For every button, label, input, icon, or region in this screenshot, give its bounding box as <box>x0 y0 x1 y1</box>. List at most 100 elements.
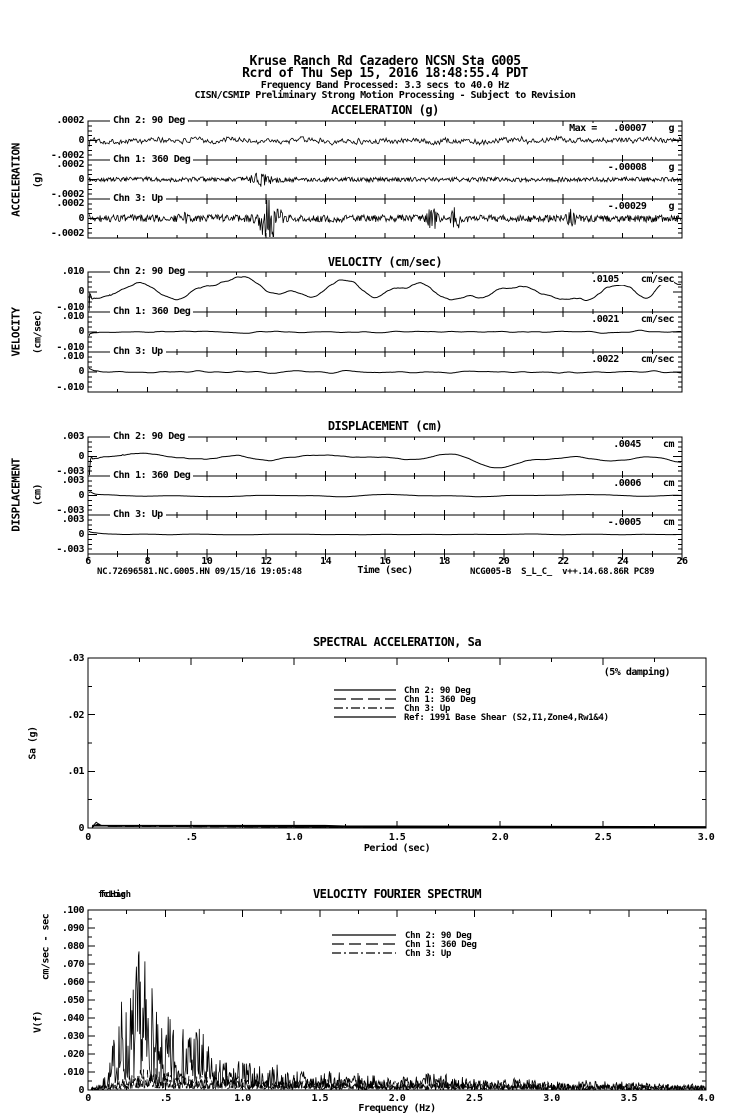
vel-strip1-peak-annotation: .0105 cm/sec <box>591 274 674 285</box>
vel-strip1-ytick-top: .010 <box>61 266 85 277</box>
acc-strip2-trace <box>89 172 681 187</box>
processing-note: CISN/CSMIP Preliminary Strong Motion Pro… <box>194 90 576 101</box>
acc-strip3-channel-label: Chn 3: Up <box>110 193 166 204</box>
acc-strip1-ytick-bottom: -.0002 <box>50 150 85 161</box>
fourier-ytick-label: .090 <box>61 923 85 934</box>
vel-strip1-channel-label: Chn 2: 90 Deg <box>110 266 188 277</box>
disp-strip1-peak-annotation: .0045 cm <box>613 439 674 450</box>
fourier-spectrum-chn-1-360-deg <box>90 1068 707 1091</box>
record-datetime: Rcrd of Thu Sep 15, 2016 18:48:55.4 PDT <box>242 66 528 81</box>
fourier-legend-line-chn3-icon <box>332 952 396 954</box>
velocity-panel-title: VELOCITY (cm/sec) <box>327 255 443 269</box>
vel-strip1-trace <box>89 276 681 311</box>
acc-strip1-channel-label: Chn 2: 90 Deg <box>110 115 188 126</box>
fourier-ytick-label: .050 <box>61 995 85 1006</box>
disp-strip1-ytick-zero: 0 <box>78 451 84 462</box>
acc-strip3-ytick-zero: 0 <box>78 213 84 224</box>
acc-strip3-ytick-top: .0002 <box>56 198 84 209</box>
sa-legend-line-chn2-icon <box>334 689 396 691</box>
time-axis-label: Time (sec) <box>357 565 413 576</box>
sa-xtick-label: 1.5 <box>388 832 406 843</box>
disp-strip1-trace <box>89 452 681 475</box>
fourier-chart-axes <box>87 909 707 1091</box>
time-tick-label: 24 <box>617 556 629 567</box>
acc-strip3-trace <box>89 200 681 237</box>
fourier-x-axis-label: Frequency (Hz) <box>358 1103 436 1114</box>
fourier-xtick-label: 3.5 <box>620 1093 638 1104</box>
disp-strip3-peak-annotation: -.0005 cm <box>607 517 675 528</box>
disp-strip2-channel-label: Chn 1: 360 Deg <box>110 470 194 481</box>
vel-strip2-ytick-bottom: -.010 <box>56 342 84 353</box>
sa-legend-chn1: Chn 1: 360 Deg <box>404 695 476 705</box>
disp-strip2-trace <box>89 491 681 498</box>
time-tick-label: 16 <box>379 556 391 567</box>
time-tick-label: 20 <box>498 556 510 567</box>
disp-strip3-trace <box>89 530 681 536</box>
fourier-legend-chn1: Chn 1: 360 Deg <box>405 940 477 950</box>
sa-legend-chn3: Chn 3: Up <box>404 704 451 714</box>
fourier-ytick-label: .070 <box>61 959 85 970</box>
disp-strip1-ytick-top: .003 <box>61 431 85 442</box>
time-tick-label: 14 <box>320 556 332 567</box>
time-tick-label: 18 <box>438 556 451 567</box>
sa-legend-line-chn3-icon <box>334 707 396 709</box>
fourier-ytick-label: .080 <box>61 941 85 952</box>
sa-xtick-label: 3.0 <box>697 832 715 843</box>
time-tick-label: 26 <box>676 556 688 567</box>
time-tick-label: 10 <box>201 556 213 567</box>
record-station-title: Kruse Ranch Rd Cazadero NCSN Sta G005 <box>249 54 521 69</box>
acc-strip1-peak-annotation: Max = .00007 g <box>569 123 674 134</box>
acc-strip3-ytick-bottom: -.0002 <box>50 228 85 239</box>
fourier-xtick-label: .5 <box>159 1093 172 1104</box>
vel-strip2-ytick-zero: 0 <box>78 326 84 337</box>
fourier-xtick-label: 1.5 <box>311 1093 329 1104</box>
time-tick-label: 22 <box>557 556 570 567</box>
displacement-panel-title: DISPLACEMENT (cm) <box>327 419 443 433</box>
fourier-xtick-label: 4.0 <box>697 1093 715 1104</box>
fourier-xtick-label: 1.0 <box>234 1093 251 1104</box>
acceleration-panel-title: ACCELERATION (g) <box>331 103 439 117</box>
acc-strip2-ytick-bottom: -.0002 <box>50 189 85 200</box>
fourier-legend-line-chn1-icon <box>332 943 396 945</box>
vel-strip1-ytick-zero: 0 <box>78 286 84 297</box>
fourier-ytick-label: .100 <box>61 905 85 916</box>
time-tick-label: 12 <box>260 556 273 567</box>
sa-xtick-label: 0 <box>85 832 91 843</box>
fourier-ytick-label: .030 <box>61 1031 85 1042</box>
acc-strip3-peak-annotation: -.00029 g <box>607 201 675 212</box>
fourier-xtick-label: 2.0 <box>388 1093 406 1104</box>
sa-curve-4 <box>92 824 707 828</box>
acc-strip2-peak-annotation: -.00008 g <box>607 162 675 173</box>
sa-x-axis-label: Period (sec) <box>363 843 431 854</box>
acc-strip2-channel-label: Chn 1: 360 Deg <box>110 154 194 165</box>
frequency-band-note: Frequency Band Processed: 3.3 secs to 40… <box>260 80 510 91</box>
fourier-chart-frame <box>87 909 707 1091</box>
acc-strip2-ytick-top: .0002 <box>56 159 84 170</box>
disp-strip3-ytick-top: .003 <box>61 514 85 525</box>
vel-strip3-peak-annotation: .0022 cm/sec <box>591 354 674 365</box>
sa-legend-line-ref-icon <box>334 716 396 718</box>
time-tick-label: 6 <box>85 556 91 567</box>
disp-strip2-ytick-zero: 0 <box>78 490 84 501</box>
fourier-spectrum-chn-2-90-deg <box>91 951 707 1091</box>
sa-xtick-label: 2.5 <box>594 832 612 843</box>
fourier-ytick-label: .020 <box>61 1049 85 1060</box>
disp-strip3-ytick-bottom: -.003 <box>56 544 84 555</box>
sa-ytick-label: .02 <box>67 709 84 721</box>
vel-strip2-channel-label: Chn 1: 360 Deg <box>110 306 194 317</box>
fourier-xtick-label: 2.5 <box>465 1093 483 1104</box>
vel-strip3-ytick-top: .010 <box>61 351 85 362</box>
sa-xtick-label: .5 <box>185 832 197 843</box>
fourier-ytick-label: 0 <box>78 1085 84 1096</box>
sa-ytick-label: 0 <box>78 823 84 834</box>
vel-strip3-ytick-zero: 0 <box>78 366 84 377</box>
fourier-ytick-label: .060 <box>61 977 85 988</box>
disp-strip2-ytick-top: .003 <box>61 475 85 486</box>
fourier-xtick-label: 0 <box>85 1093 91 1104</box>
fc-low-marker: fcLow <box>98 890 124 900</box>
vel-strip3-trace <box>89 367 681 374</box>
vel-strip3-ytick-bottom: -.010 <box>56 382 84 393</box>
disp-strip1-channel-label: Chn 2: 90 Deg <box>110 431 188 442</box>
sa-ytick-label: .01 <box>67 766 84 778</box>
fc-high-marker: fcHigh <box>100 890 131 900</box>
